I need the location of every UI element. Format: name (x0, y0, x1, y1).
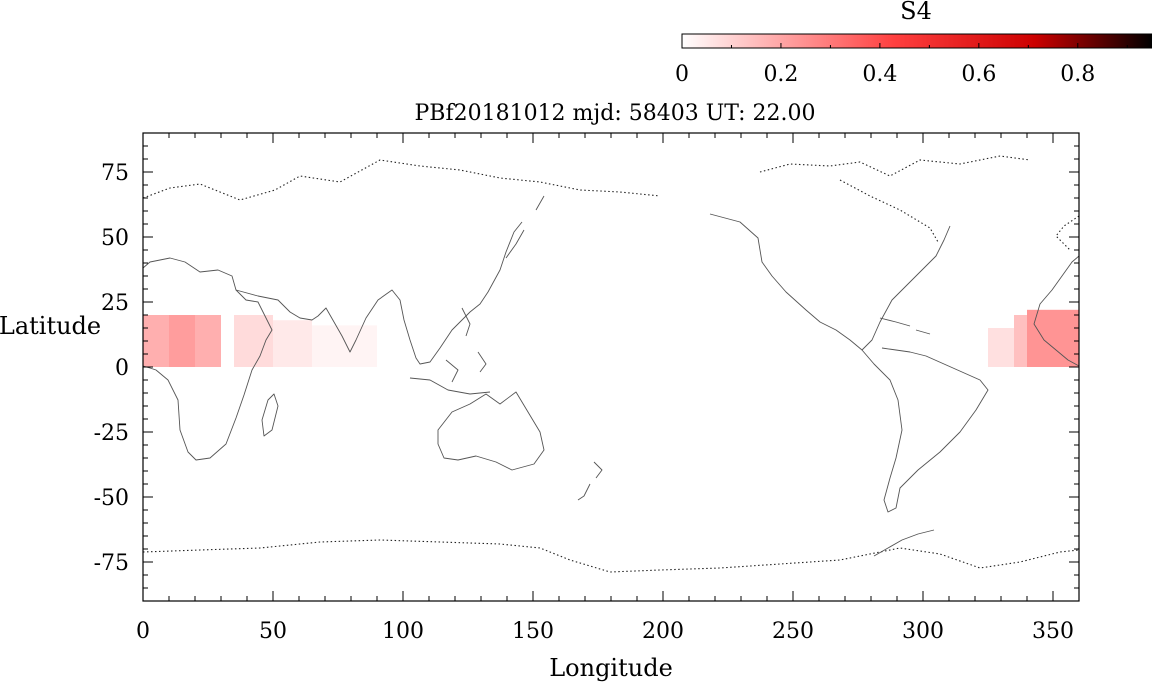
x-axis-title: Longitude (549, 654, 673, 682)
colorbar-tick-label: 0.6 (961, 62, 996, 87)
colorbar-label: S4 (900, 0, 932, 25)
y-tick-label: 25 (101, 291, 129, 316)
y-tick-label: -25 (94, 421, 129, 446)
y-tick-label: 75 (101, 161, 129, 186)
y-tick-label: -50 (94, 486, 129, 511)
colorbar: S4 0 0.2 0.4 0.6 0.8 (675, 0, 1152, 87)
x-tick-label: 350 (1032, 619, 1074, 644)
coastline-west-africa-east-edge (1033, 255, 1079, 367)
colorbar-tick-label: 0.4 (862, 62, 897, 87)
coastline-arctic-islands (759, 155, 1031, 243)
x-tick-label: 200 (642, 619, 684, 644)
colorbar-tick-label: 0.2 (763, 62, 798, 87)
coastline-new-zealand (577, 461, 603, 501)
coastlines (143, 155, 1079, 573)
heatmap-cell-8 (1027, 309, 1079, 367)
coastline-antarctica (143, 539, 1079, 573)
x-tick-label: 50 (259, 619, 287, 644)
heatmap-cell-1 (169, 315, 195, 367)
colorbar-tick-label: 0.8 (1060, 62, 1095, 87)
coastline-caribbean (879, 317, 931, 335)
coastline-africa (143, 257, 273, 461)
heatmap-cell-3 (234, 315, 273, 367)
coastline-europe-east-edge (1055, 215, 1079, 251)
colorbar-ticks: 0 0.2 0.4 0.6 0.8 (675, 43, 1128, 87)
coastline-indonesia (409, 351, 491, 395)
coastline-east-asia-islands (461, 195, 545, 337)
y-tick-label: 0 (115, 356, 129, 381)
coastline-north-eurasia (143, 159, 661, 201)
colorbar-tick-label: 0 (675, 62, 689, 87)
coastline-north-america (709, 213, 951, 351)
coastline-madagascar (261, 393, 279, 437)
heatmap-cell-4 (273, 320, 312, 367)
y-tick-label: 50 (101, 226, 129, 251)
x-tick-label: 100 (382, 619, 424, 644)
x-tick-label: 150 (512, 619, 554, 644)
x-axis-ticks: 0 50 100 150 200 250 300 350 (136, 133, 1074, 644)
plot-title: PBf20181012 mjd: 58403 UT: 22.00 (414, 101, 815, 126)
x-tick-label: 250 (772, 619, 814, 644)
y-axis-ticks: 75 50 25 0 -25 -50 -75 (94, 145, 1079, 589)
heatmap-cell-2 (195, 315, 221, 367)
heatmap-cell-6 (988, 328, 1014, 367)
x-tick-label: 0 (136, 619, 150, 644)
y-tick-label: -75 (94, 551, 129, 576)
coastline-south-america (861, 347, 989, 513)
coastline-australia (437, 391, 545, 471)
coastline-antarctic-peninsula (873, 529, 935, 557)
x-tick-label: 300 (902, 619, 944, 644)
colorbar-gradient (681, 33, 1152, 49)
heatmap-cell-7 (1014, 315, 1027, 367)
coastline-south-asia (235, 221, 523, 365)
y-axis-title: Latitude (0, 312, 101, 340)
heatmap-cell-5 (312, 325, 377, 367)
